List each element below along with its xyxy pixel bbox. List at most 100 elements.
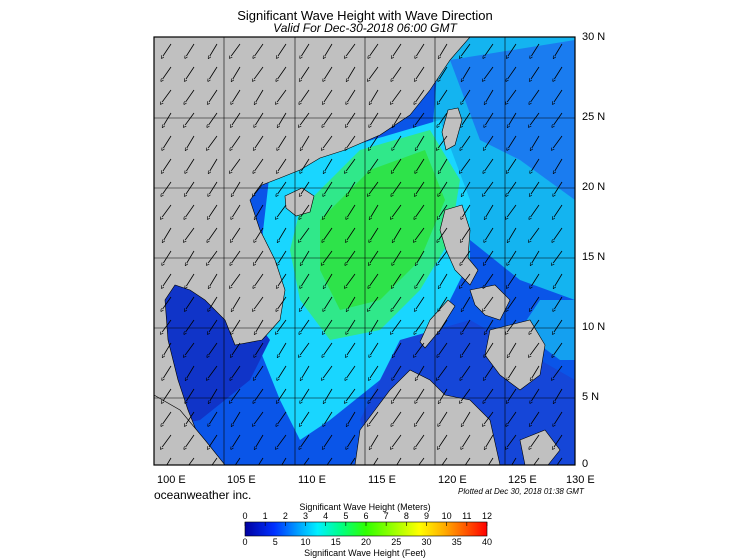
meters-tick-label: 10: [441, 511, 452, 521]
wave-arrow: [463, 181, 471, 194]
feet-tick-label: 0: [242, 537, 248, 547]
meters-tick-label: 9: [423, 511, 429, 521]
wave-arrow: [554, 434, 563, 447]
meters-tick-label: 4: [323, 511, 329, 521]
wave-arrow: [416, 66, 425, 79]
colorbar-feet-title: Significant Wave Height (Feet): [304, 548, 426, 558]
wave-arrow: [232, 319, 241, 332]
map-frame: [153, 36, 576, 466]
wave-arrow: [255, 43, 264, 56]
wave-arrow: [393, 181, 402, 194]
wave-arrow: [508, 181, 517, 194]
wave-arrow: [416, 89, 425, 102]
wave-arrow: [554, 89, 563, 102]
wave-arrow: [255, 342, 264, 355]
wave-arrow: [485, 227, 494, 240]
wave-arrow: [369, 66, 379, 79]
wave-arrow: [415, 227, 425, 240]
wave-arrow: [324, 434, 333, 447]
wave-arrow: [346, 158, 356, 171]
wave-arrow: [508, 43, 517, 56]
wave-arrow: [531, 273, 540, 286]
wave-arrow: [301, 273, 310, 286]
wave-arrow: [301, 388, 310, 401]
wave-arrow: [301, 158, 310, 171]
wave-arrow: [508, 365, 517, 378]
wave-arrow: [347, 434, 356, 447]
wave-arrow: [438, 250, 448, 263]
wave-arrow: [486, 434, 494, 447]
wave-arrow: [209, 112, 218, 125]
wave-arrow: [162, 89, 172, 102]
wave-arrow: [416, 181, 425, 194]
wave-arrow: [393, 135, 402, 148]
wave-arrow: [371, 89, 379, 102]
wave-arrow: [231, 388, 241, 401]
wave-arrow: [530, 227, 540, 240]
wave-arrow: [324, 342, 333, 355]
wave-arrow: [302, 365, 310, 378]
wave-arrow: [233, 296, 241, 309]
wave-arrow: [370, 43, 379, 56]
wave-arrow: [370, 227, 379, 240]
lat-label-15n: 15 N: [582, 251, 606, 263]
wave-arrow: [278, 158, 287, 171]
meters-tick-label: 8: [403, 511, 409, 521]
wave-arrow: [531, 181, 540, 194]
wave-arrow: [324, 204, 333, 217]
wave-arrow: [392, 319, 402, 332]
wave-arrow: [301, 411, 310, 424]
wave-arrow: [278, 388, 287, 401]
wave-arrow: [300, 112, 310, 125]
wave-arrow: [554, 181, 563, 194]
wave-arrow: [254, 66, 264, 79]
wave-arrow: [416, 43, 425, 56]
wave-arrow: [325, 273, 333, 286]
wave-arrow: [370, 135, 379, 148]
wave-arrow: [461, 273, 471, 286]
wave-arrow: [256, 434, 264, 447]
wave-arrow: [323, 365, 333, 378]
wave-arrow: [415, 112, 425, 125]
map-area: [154, 37, 575, 465]
wave-arrow: [440, 273, 448, 286]
wave-arrow: [347, 112, 356, 125]
wave-arrow: [485, 365, 494, 378]
wave-arrow: [461, 388, 471, 401]
wave-arrow: [232, 89, 241, 102]
wave-arrow: [300, 227, 310, 240]
wave-arrow: [211, 457, 218, 465]
wave-arrow: [370, 342, 379, 355]
wave-arrow: [394, 227, 402, 240]
wave-arrow: [373, 457, 379, 465]
wave-arrow: [393, 43, 402, 56]
wave-arrow: [254, 181, 264, 194]
wave-arrow: [255, 250, 264, 263]
wave-arrow: [208, 365, 218, 378]
wave-arrow: [509, 112, 517, 125]
lon-label-110e: 110 E: [298, 474, 326, 486]
wave-arrow: [209, 181, 218, 194]
map-title: Significant Wave Height with Wave Direct…: [237, 8, 493, 23]
wave-arrow: [507, 319, 517, 332]
wave-arrow: [370, 365, 379, 378]
lat-label-10n: 10 N: [582, 321, 606, 333]
wave-arrow: [508, 66, 517, 79]
wave-arrow: [417, 365, 425, 378]
wave-arrow: [416, 411, 425, 424]
wave-arrow: [186, 158, 195, 171]
wave-arrow: [348, 181, 356, 194]
feet-tick-label: 20: [360, 537, 371, 547]
wave-arrow: [278, 296, 287, 309]
wave-arrow: [554, 66, 563, 79]
wave-arrow: [394, 112, 402, 125]
wave-arrow: [278, 181, 287, 194]
wave-arrow: [324, 296, 333, 309]
wave-arrow: [301, 204, 310, 217]
wave-arrow: [301, 66, 310, 79]
wave-arrow: [232, 342, 241, 355]
wave-arrow: [187, 365, 195, 378]
wave-arrow: [256, 319, 264, 332]
wave-arrow: [255, 158, 264, 171]
wave-arrow: [439, 296, 448, 309]
